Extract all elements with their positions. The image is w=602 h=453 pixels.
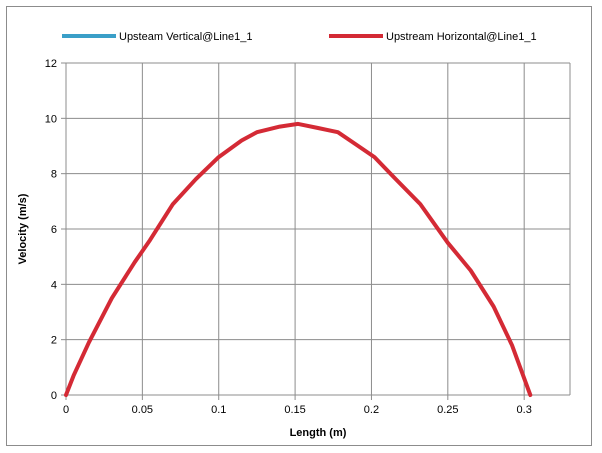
y-axis-ticks: 0 2 4 6 8 10 12 — [45, 58, 66, 402]
x-tick-label: 0 — [63, 404, 69, 416]
legend-label-horizontal: Upstream Horizontal@Line1_1 — [386, 31, 537, 43]
x-axis-title: Length (m) — [290, 427, 347, 439]
x-tick-label: 0.15 — [284, 404, 305, 416]
y-tick-label: 10 — [45, 113, 57, 125]
gridlines — [66, 62, 570, 395]
y-tick-label: 2 — [51, 335, 57, 347]
chart-frame — [6, 6, 592, 446]
x-axis-ticks: 0 0.05 0.1 0.15 0.2 0.25 0.3 — [63, 395, 532, 416]
y-tick-label: 8 — [51, 169, 57, 181]
x-tick-label: 0.1 — [211, 404, 226, 416]
series-line-1 — [64, 121, 533, 397]
y-tick-label: 0 — [51, 390, 57, 402]
y-axis-title: Velocity (m/s) — [17, 193, 29, 264]
y-tick-label: 6 — [51, 224, 57, 236]
series-lines — [64, 121, 533, 397]
y-tick-label: 4 — [51, 279, 57, 291]
x-tick-label: 0.25 — [437, 404, 458, 416]
x-tick-label: 0.2 — [364, 404, 379, 416]
legend: Upsteam Vertical@Line1_1 Upstream Horizo… — [62, 31, 537, 43]
x-tick-label: 0.3 — [517, 404, 532, 416]
legend-label-vertical: Upsteam Vertical@Line1_1 — [119, 31, 252, 43]
y-tick-label: 12 — [45, 58, 57, 70]
x-tick-label: 0.05 — [132, 404, 153, 416]
